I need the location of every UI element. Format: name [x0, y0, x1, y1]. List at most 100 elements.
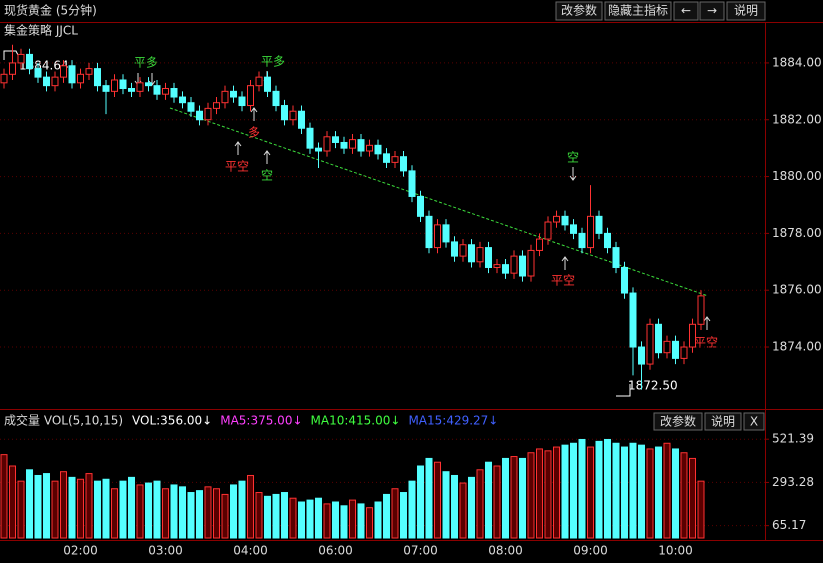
indicator-label: MA5:375.00↓: [220, 414, 302, 428]
button-label[interactable]: 说明: [711, 414, 735, 429]
button-label[interactable]: X: [750, 415, 758, 429]
x-tick-label: 08:00: [488, 544, 523, 558]
candle-body: [153, 85, 161, 95]
button-label[interactable]: 改参数: [660, 414, 696, 429]
button[interactable]: →: [699, 1, 725, 21]
candle-body: [60, 65, 67, 78]
candle-body: [646, 323, 654, 365]
candle-body: [510, 255, 518, 274]
volume-bar: [332, 501, 339, 539]
volume-bar: [587, 446, 594, 539]
candle-body: [476, 247, 484, 263]
volume-bar: [672, 448, 679, 539]
volume-bar: [162, 488, 169, 539]
button[interactable]: X: [743, 412, 765, 431]
candle-body: [85, 68, 93, 75]
volume-bar: [34, 474, 42, 539]
volume-bar: [553, 446, 560, 539]
candle-body: [689, 323, 696, 348]
volume-bar: [502, 457, 509, 539]
volume-bar: [621, 446, 628, 539]
min-label: 1872.50: [628, 379, 678, 393]
candle-body: [26, 53, 33, 70]
candle-body: [383, 153, 390, 163]
button-label[interactable]: →: [707, 4, 717, 18]
button-label[interactable]: 改参数: [561, 3, 597, 18]
candle-body: [34, 68, 42, 78]
signal-label: 平空: [694, 336, 718, 350]
signal-label: 平空: [551, 274, 575, 288]
signal-label: 多: [248, 126, 260, 140]
button[interactable]: ←: [673, 1, 699, 21]
signal-label: 平多: [134, 56, 158, 70]
candle-body: [145, 82, 152, 87]
volume-bar: [442, 471, 450, 539]
volume-bar: [629, 442, 637, 539]
candle-body: [255, 76, 263, 87]
volume-bar: [60, 471, 67, 539]
button[interactable]: 改参数: [555, 1, 603, 21]
y-tick-label: 293.28: [772, 475, 814, 489]
volume-bar: [340, 505, 348, 539]
volume-bar: [663, 442, 671, 539]
volume-bar: [0, 454, 8, 539]
candle-body: [119, 79, 127, 89]
volume-bar: [298, 501, 305, 539]
volume-bar: [510, 456, 518, 539]
volume-bar: [43, 473, 50, 539]
volume-bar: [323, 503, 331, 539]
max-marker: [3, 50, 19, 60]
candle-body: [196, 110, 203, 121]
y-tick-label: 1878.00: [772, 226, 822, 240]
volume-bar: [170, 484, 178, 539]
volume-bar: [578, 438, 586, 539]
button[interactable]: 改参数: [653, 412, 703, 431]
volume-bar: [204, 486, 212, 539]
volume-bar: [9, 465, 16, 539]
y-tick-label: 1876.00: [772, 283, 822, 297]
button[interactable]: 隐藏主指标: [604, 1, 672, 21]
volume-bar: [238, 480, 246, 539]
candle-body: [493, 264, 501, 268]
min-marker: [616, 384, 631, 397]
button[interactable]: 说明: [726, 1, 766, 21]
candle-body: [502, 264, 509, 274]
candle-body: [536, 238, 543, 251]
signal-label: 空: [261, 169, 273, 183]
candle-body: [697, 295, 705, 325]
volume-bar: [570, 442, 577, 539]
candle-body: [451, 241, 458, 257]
candle-body: [281, 105, 288, 121]
volume-title: 成交量 VOL(5,10,15): [4, 413, 123, 428]
volume-bar: [646, 448, 654, 539]
button[interactable]: 说明: [704, 412, 742, 431]
volume-bar: [230, 484, 237, 539]
volume-bar: [221, 493, 229, 539]
button-label[interactable]: ←: [681, 4, 691, 18]
candle-body: [230, 90, 237, 98]
volume-bar: [417, 465, 424, 539]
volume-bar: [408, 480, 416, 539]
candle-body: [111, 79, 118, 92]
candle-body: [519, 255, 526, 277]
volume-bar: [264, 495, 271, 539]
button-label[interactable]: 说明: [734, 3, 758, 18]
candle-body: [357, 139, 365, 152]
button-label[interactable]: 隐藏主指标: [608, 3, 668, 18]
volume-bar: [179, 486, 186, 539]
candle-body: [136, 82, 144, 92]
candle-body: [629, 292, 637, 348]
volume-bar: [459, 482, 467, 539]
candle-body: [417, 195, 424, 217]
candle-body: [170, 88, 178, 98]
candle-body: [128, 88, 135, 92]
indicator-label: MA15:429.27↓: [408, 414, 498, 428]
candle-body: [204, 107, 212, 121]
volume-bar: [289, 497, 297, 539]
candle-body: [587, 215, 594, 249]
volume-bar: [102, 478, 110, 539]
candle-body: [332, 136, 339, 143]
volume-bar: [434, 461, 441, 539]
candle-body: [179, 96, 186, 104]
volume-bar: [655, 446, 662, 539]
